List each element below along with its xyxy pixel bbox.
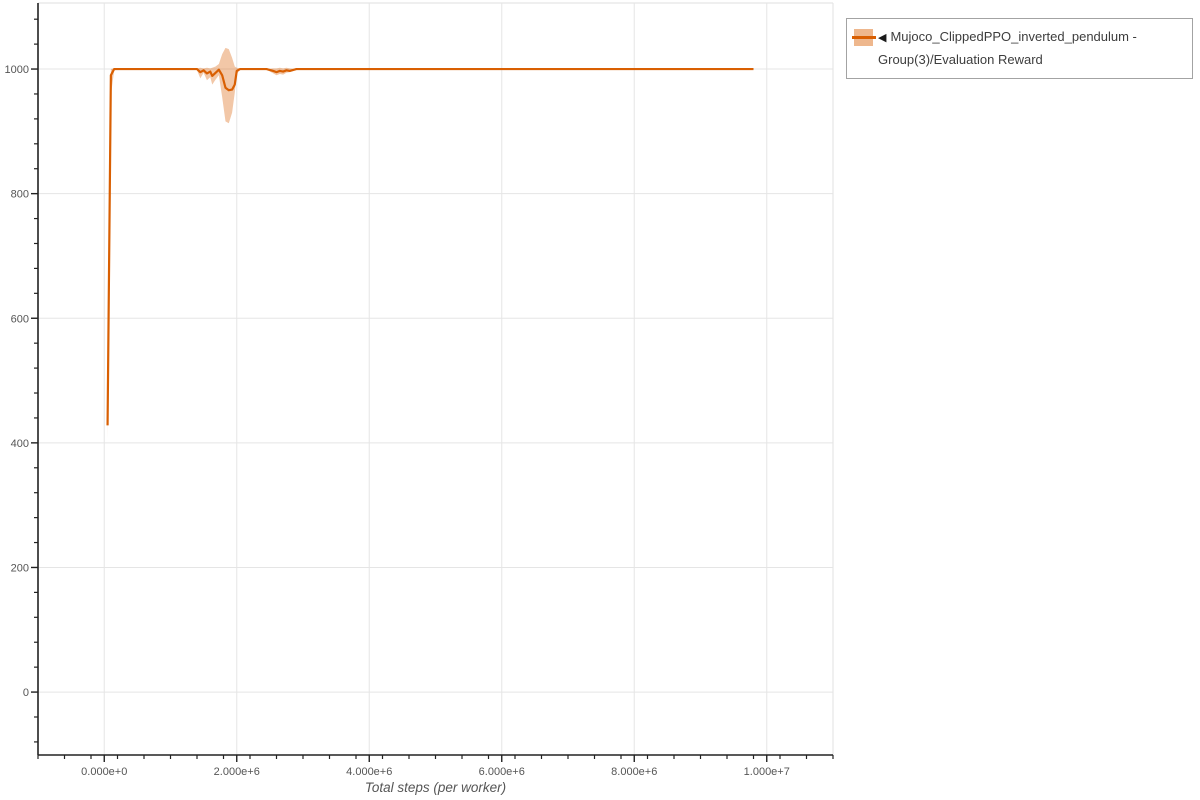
y-axis-tick-labels: 0 200 400 600 800 1000 — [5, 64, 29, 699]
axis-ticks — [31, 18, 834, 762]
legend-series-name: Mujoco_ClippedPPO_inverted_pendulum - Gr… — [878, 29, 1137, 67]
svg-text:2.000e+6: 2.000e+6 — [214, 766, 260, 778]
svg-text:0.000e+0: 0.000e+0 — [81, 766, 127, 778]
svg-text:0: 0 — [23, 687, 29, 699]
grid-lines — [38, 2, 834, 755]
svg-text:1.000e+7: 1.000e+7 — [744, 766, 790, 778]
collapse-triangle-icon: ◀ — [878, 32, 887, 44]
legend-series-swatch — [852, 29, 876, 46]
svg-text:600: 600 — [11, 313, 29, 325]
legend-line-swatch — [852, 36, 876, 39]
x-axis-tick-labels: 0.000e+0 2.000e+6 4.000e+6 6.000e+6 8.000e+6… — [81, 766, 790, 778]
svg-text:800: 800 — [11, 189, 29, 201]
svg-text:1000: 1000 — [5, 64, 29, 76]
svg-text:6.000e+6: 6.000e+6 — [479, 766, 525, 778]
svg-text:8.000e+6: 8.000e+6 — [611, 766, 657, 778]
svg-text:400: 400 — [11, 438, 29, 450]
series-uncertainty-band — [107, 47, 297, 440]
series-mean-line — [106, 67, 754, 426]
legend[interactable]: ◀ Mujoco_ClippedPPO_inverted_pendulum - G… — [846, 18, 1193, 79]
svg-text:200: 200 — [11, 562, 29, 574]
x-axis-title: Total steps (per worker) — [365, 780, 506, 795]
axes — [37, 3, 833, 756]
svg-text:4.000e+6: 4.000e+6 — [346, 766, 392, 778]
legend-entry: ◀ Mujoco_ClippedPPO_inverted_pendulum - G… — [878, 26, 1187, 70]
